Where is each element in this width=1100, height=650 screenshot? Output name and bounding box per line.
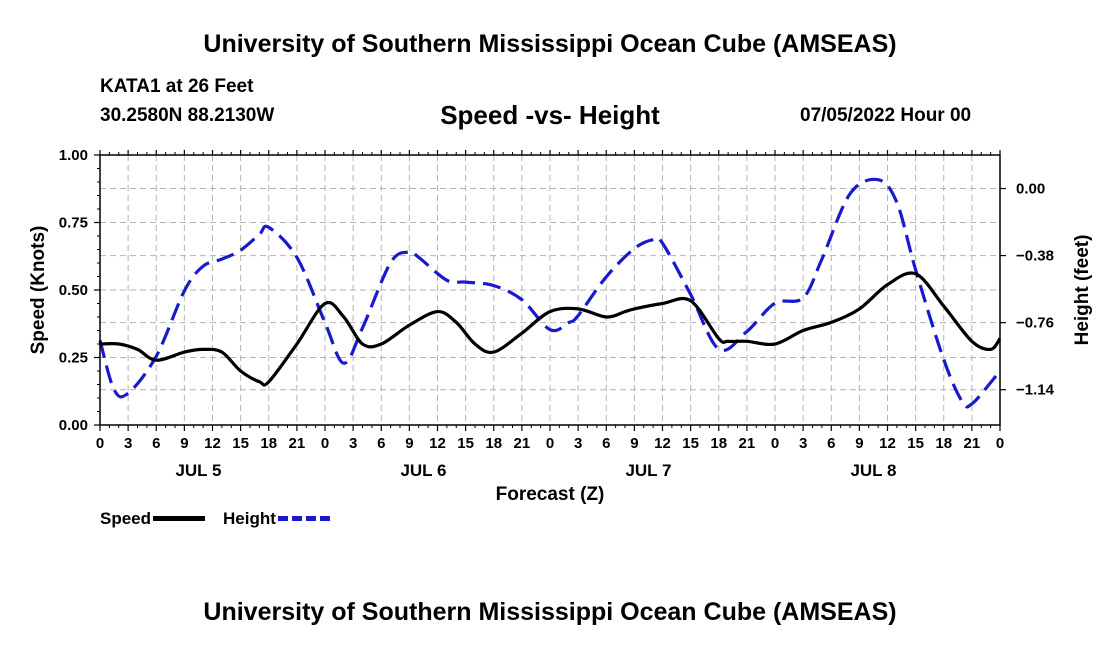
legend-speed-label: Speed	[100, 508, 152, 528]
x-tick-label: 18	[260, 435, 277, 452]
x-tick-label: 6	[377, 435, 385, 452]
x-tick-label: 15	[682, 435, 699, 452]
chart-title: Speed -vs- Height	[440, 100, 660, 130]
x-tick-label: 3	[574, 435, 582, 452]
speed-series-line	[99, 271, 1002, 387]
x-tick-label: 15	[907, 435, 924, 452]
day-label: JUL 8	[850, 461, 896, 480]
footer-title: University of Southern Mississippi Ocean…	[203, 598, 897, 626]
x-tick-label: 3	[349, 435, 357, 452]
x-tick-label: 6	[827, 435, 835, 452]
y-right-tick-label: −0.76	[1016, 315, 1054, 332]
x-tick-label: 12	[429, 435, 446, 452]
x-tick-label: 0	[96, 435, 104, 452]
y-left-tick-label: 0.50	[59, 282, 88, 299]
y-left-tick-label: 0.00	[59, 417, 88, 434]
x-tick-label: 18	[935, 435, 952, 452]
y-left-tick-label: 0.25	[59, 350, 88, 367]
x-tick-label: 0	[321, 435, 329, 452]
x-tick-label: 3	[799, 435, 807, 452]
station-coordinates: 30.2580N 88.2130W	[100, 105, 275, 126]
x-tick-label: 6	[152, 435, 160, 452]
station-label: KATA1 at 26 Feet	[100, 76, 254, 97]
y-right-tick-label: −1.14	[1016, 382, 1055, 399]
main-title: University of Southern Mississippi Ocean…	[203, 30, 897, 58]
day-label: JUL 7	[625, 461, 671, 480]
x-tick-label: 15	[457, 435, 474, 452]
x-tick-label: 3	[124, 435, 132, 452]
right-axis-label: Height (feet)	[1072, 235, 1093, 346]
x-tick-label: 21	[739, 435, 756, 452]
x-tick-label: 12	[654, 435, 671, 452]
y-left-tick-label: 0.75	[59, 215, 88, 232]
x-axis-label: Forecast (Z)	[496, 484, 605, 505]
y-right-tick-label: 0.00	[1016, 181, 1045, 198]
x-tick-label: 21	[964, 435, 981, 452]
x-tick-label: 6	[602, 435, 610, 452]
day-label: JUL 6	[400, 461, 446, 480]
x-tick-label: 0	[771, 435, 779, 452]
x-tick-label: 0	[996, 435, 1004, 452]
x-tick-label: 9	[180, 435, 188, 452]
x-tick-label: 21	[289, 435, 306, 452]
forecast-datetime: 07/05/2022 Hour 00	[800, 105, 972, 126]
y-left-tick-label: 1.00	[59, 147, 88, 164]
left-axis-label: Speed (Knots)	[28, 226, 49, 355]
legend-height-label: Height	[223, 508, 276, 528]
ticks: 0 3 6 9 12 15 18 21 0 3 6 9 12 15 18 21 0 3 6 9 12 15 18 21 0 3 6 9…	[59, 147, 1055, 480]
x-tick-label: 12	[879, 435, 896, 452]
x-tick-label: 9	[405, 435, 413, 452]
legend-height-swatch	[277, 516, 330, 522]
height-series-line	[98, 177, 1002, 409]
grid	[99, 154, 1001, 426]
x-tick-label: 18	[485, 435, 502, 452]
x-tick-label: 18	[710, 435, 727, 452]
day-label: JUL 5	[175, 461, 221, 480]
y-right-tick-label: −0.38	[1016, 248, 1054, 265]
x-tick-label: 21	[514, 435, 531, 452]
series-layer	[98, 177, 1002, 409]
legend-speed-swatch	[153, 516, 206, 522]
legend: Speed Height	[100, 508, 330, 529]
x-tick-label: 0	[546, 435, 554, 452]
x-tick-label: 9	[630, 435, 638, 452]
x-tick-label: 9	[855, 435, 863, 452]
x-tick-label: 15	[232, 435, 249, 452]
x-tick-label: 12	[204, 435, 221, 452]
